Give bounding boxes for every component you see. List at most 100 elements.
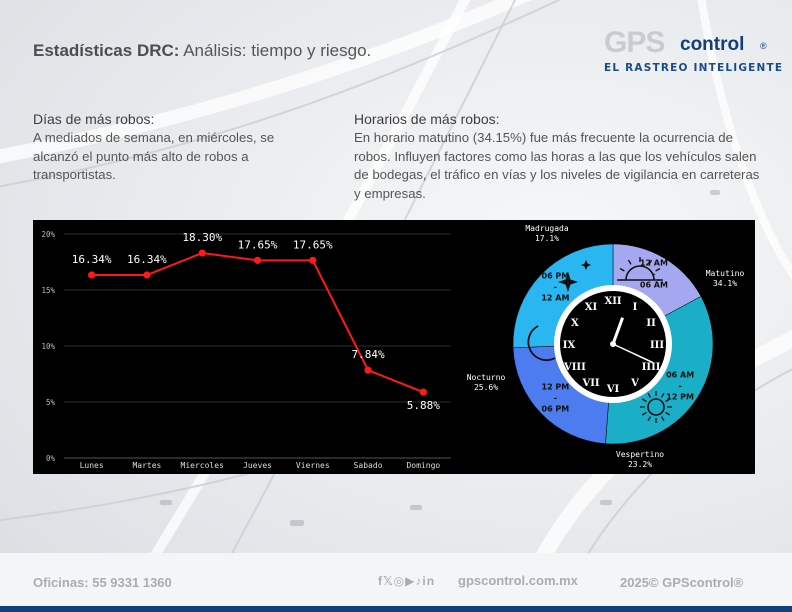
sunrise-ray <box>619 267 625 272</box>
logo-tagline: EL RASTREO INTELIGENTE <box>604 62 784 74</box>
clock-numeral: XI <box>585 302 598 313</box>
sunrise-ray <box>655 267 661 272</box>
time-range: 12 PM - 06 PM <box>542 382 570 413</box>
sun-ray <box>660 392 665 398</box>
y-tick-label: 0% <box>46 454 56 463</box>
time-range-text: - <box>554 393 557 402</box>
star-shape <box>558 272 578 292</box>
time-range: 12 AM - 06 AM <box>640 258 668 289</box>
gpscontrol-logo: GPS control ® EL RASTREO INTELIGENTE <box>604 26 782 78</box>
y-tick-label: 15% <box>41 286 55 295</box>
data-point <box>198 249 206 257</box>
data-label: 17.65% <box>293 238 333 251</box>
sun-ray <box>665 411 671 416</box>
clock-hour-hand <box>611 317 624 345</box>
sun-ray <box>665 398 671 403</box>
slice-label: Nocturno <box>467 373 506 382</box>
slice-value-label: 23.2% <box>628 460 652 469</box>
data-point <box>253 256 262 264</box>
chart-panel: 0% 5% 10% 15% 20% Lunes Martes Miercoles Jueves V… <box>33 220 755 474</box>
sun-ray <box>641 398 647 403</box>
x-tick-label: Viernes <box>296 461 330 470</box>
social-icons[interactable]: f𝕏◎▶♪in <box>378 574 436 588</box>
line-chart: 0% 5% 10% 15% 20% Lunes Martes Miercoles Jueves V… <box>41 230 451 470</box>
sparkle-stars-icon <box>558 260 591 292</box>
offices-phone: Oficinas: 55 9331 1360 <box>33 575 172 590</box>
time-range-text: 12 AM <box>541 294 569 303</box>
clock-numeral: IX <box>563 340 576 351</box>
data-point <box>88 271 96 279</box>
sun-ray <box>660 416 665 422</box>
logo-control-text: control <box>680 34 745 55</box>
time-range-text: - <box>554 283 557 292</box>
data-label: 16.34% <box>127 253 167 266</box>
clock-numeral: V <box>630 378 639 389</box>
data-point <box>364 366 372 374</box>
x-tick-label: Miercoles <box>181 461 225 470</box>
time-range: 06 PM - 12 AM <box>541 272 569 303</box>
sun-ray <box>647 392 652 398</box>
page-title-bold: Estadísticas DRC: <box>33 41 180 60</box>
crescent-moon-icon <box>527 325 556 361</box>
data-label: 18.30% <box>182 231 222 244</box>
clock-numeral: III <box>650 340 664 351</box>
data-point <box>309 256 317 264</box>
time-range-text: 12 PM <box>542 382 570 391</box>
sun-ray <box>641 411 647 416</box>
y-tick-label: 5% <box>46 398 56 407</box>
data-label: 5.88% <box>407 399 440 412</box>
time-range: 06 AM - 12 PM <box>666 371 694 402</box>
hours-body: En horario matutino (34.15%) fue más fre… <box>354 129 760 202</box>
website-link[interactable]: gpscontrol.com.mx <box>458 573 578 588</box>
page-title: Estadísticas DRC: Análisis: tiempo y rie… <box>33 41 371 61</box>
data-label: 7.84% <box>352 348 385 361</box>
x-tick-label: Domingo <box>406 461 440 470</box>
clock-numeral: I <box>633 302 638 313</box>
slice-label: Madrugada <box>525 224 569 233</box>
x-tick-label: Sabado <box>354 461 383 470</box>
page-title-rest: Análisis: tiempo y riesgo. <box>179 41 372 60</box>
days-heading: Días de más robos: <box>33 111 155 127</box>
clock-numeral: VIII <box>563 362 586 373</box>
clock-numeral: II <box>646 318 656 329</box>
logo-registered-mark: ® <box>760 41 767 51</box>
clock-pin <box>610 341 616 347</box>
sunrise-ray <box>627 259 632 265</box>
hours-heading: Horarios de más robos: <box>354 111 500 127</box>
slice-label: Matutino <box>706 269 745 278</box>
clock-numeral: XII <box>604 296 621 307</box>
sun-disc <box>647 398 665 416</box>
slice-value-label: 17.1% <box>535 234 559 243</box>
time-range-text: 06 PM <box>542 404 570 413</box>
x-tick-label: Martes <box>132 461 161 470</box>
y-tick-label: 20% <box>41 230 55 239</box>
slice-label: Vespertino <box>616 450 664 459</box>
x-tick-label: Lunes <box>80 461 104 470</box>
time-range-text: - <box>678 382 681 391</box>
clock-minute-hand <box>612 343 654 364</box>
footer-bar <box>0 606 792 612</box>
data-label: 17.65% <box>238 238 278 251</box>
sun-ray <box>647 416 652 422</box>
data-point <box>143 271 151 279</box>
x-tick-label: Jueves <box>243 461 272 470</box>
sunrise-arc <box>625 265 655 281</box>
y-tick-label: 10% <box>41 342 55 351</box>
sunrise-ray <box>648 259 653 265</box>
clock-numeral: VII <box>581 378 599 389</box>
clock-numeral: VI <box>606 384 620 395</box>
slice-value-label: 34.1% <box>713 279 737 288</box>
time-range-text: 12 PM <box>666 393 694 402</box>
days-body: A mediados de semana, en miércoles, se a… <box>33 129 275 183</box>
time-range-text: 06 PM <box>542 272 570 281</box>
moon-shape <box>527 325 556 361</box>
time-range-text: 06 AM <box>640 280 668 289</box>
time-range-text: 06 AM <box>666 371 694 380</box>
time-range-text: - <box>652 269 655 278</box>
time-range-text: 12 AM <box>640 258 668 267</box>
logo-gps-text: GPS <box>604 26 665 59</box>
days-section: Días de más robos: A mediados de semana,… <box>33 110 323 185</box>
footer: Oficinas: 55 9331 1360 f𝕏◎▶♪in gpscontro… <box>0 553 792 612</box>
sun-icon <box>640 391 672 423</box>
